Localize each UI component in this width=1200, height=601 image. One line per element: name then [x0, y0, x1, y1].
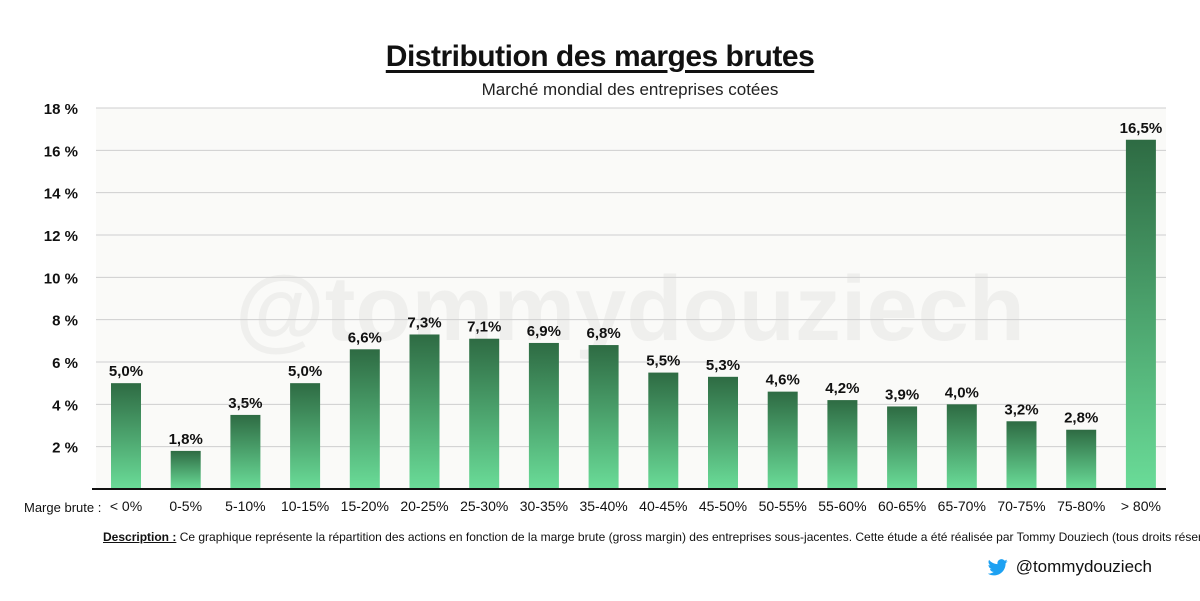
chart-title: Distribution des marges brutes: [385, 40, 815, 73]
x-axis-prefix: Marge brute :: [24, 500, 101, 515]
bar: [708, 376, 738, 489]
data-label: 3,2%: [1004, 401, 1038, 418]
bar: [827, 400, 858, 489]
y-tick-label: 18 %: [44, 101, 78, 118]
x-tick-label: 70-75%: [997, 498, 1045, 514]
data-label: 5,0%: [109, 363, 143, 380]
x-tick-label: 10-15%: [281, 498, 329, 514]
x-tick-label: 55-60%: [818, 498, 866, 514]
x-tick-label: 5-10%: [225, 498, 265, 514]
bar: [588, 345, 619, 489]
data-label: 3,9%: [885, 386, 919, 403]
x-tick-label: 60-65%: [878, 498, 926, 514]
bar: [409, 334, 440, 489]
bar: [946, 404, 977, 489]
bar: [648, 372, 679, 489]
data-label: 1,8%: [169, 431, 203, 448]
y-tick-label: 6 %: [52, 355, 78, 372]
bar: [1066, 429, 1097, 489]
x-tick-label: 15-20%: [341, 498, 389, 514]
data-label: 7,1%: [467, 319, 501, 336]
data-label: 2,8%: [1064, 410, 1098, 427]
description-text: Ce graphique représente la répartition d…: [179, 530, 1200, 544]
bar: [1006, 421, 1037, 489]
twitter-bird-icon: [987, 558, 1008, 575]
handle-text: @tommydouziech: [1015, 557, 1152, 576]
chart-subtitle: Marché mondial des entreprises cotées: [481, 80, 779, 99]
data-label: 7,3%: [407, 314, 441, 331]
data-label: 4,0%: [945, 384, 979, 401]
bar: [290, 383, 321, 489]
footer-handle[interactable]: @tommydouziech: [987, 557, 1152, 577]
data-label: 6,8%: [586, 325, 620, 342]
watermark: @tommydouziech: [235, 258, 1025, 360]
data-label: 6,9%: [527, 323, 561, 340]
x-tick-label: 40-45%: [639, 498, 687, 514]
bar: [887, 406, 918, 489]
x-tick-label: 35-40%: [579, 498, 627, 514]
y-tick-label: 16 %: [44, 143, 78, 160]
y-tick-label: 4 %: [52, 397, 78, 414]
bar: [1125, 139, 1156, 489]
y-tick-label: 10 %: [44, 270, 78, 287]
x-tick-label: 45-50%: [699, 498, 747, 514]
y-tick-label: 14 %: [44, 186, 78, 203]
x-tick-label: 65-70%: [938, 498, 986, 514]
bar: [349, 349, 380, 489]
bar: [528, 342, 559, 489]
data-label: 16,5%: [1120, 120, 1163, 137]
description-label: Description :: [103, 530, 177, 544]
data-label: 5,3%: [706, 357, 740, 374]
x-tick-label: 20-25%: [400, 498, 448, 514]
y-tick-label: 8 %: [52, 313, 78, 330]
data-label: 5,0%: [288, 363, 322, 380]
bar: [469, 338, 500, 489]
x-tick-label: > 80%: [1121, 498, 1161, 514]
bar: [170, 450, 201, 489]
data-label: 5,5%: [646, 353, 680, 370]
chart-description: Description : Ce graphique représente la…: [103, 530, 1200, 544]
x-tick-label: 0-5%: [169, 498, 202, 514]
x-tick-label: 75-80%: [1057, 498, 1105, 514]
x-tick-label: 50-55%: [759, 498, 807, 514]
x-tick-label: 30-35%: [520, 498, 568, 514]
x-tick-label: < 0%: [110, 498, 142, 514]
data-label: 6,6%: [348, 329, 382, 346]
x-tick-label: 25-30%: [460, 498, 508, 514]
data-label: 4,6%: [766, 372, 800, 389]
plot-background: [96, 108, 1166, 488]
bar: [767, 391, 798, 489]
y-tick-label: 2 %: [52, 440, 78, 457]
data-label: 4,2%: [825, 380, 859, 397]
bar: [111, 383, 141, 489]
y-tick-label: 12 %: [44, 228, 78, 245]
bar: [230, 414, 261, 489]
data-label: 3,5%: [228, 395, 262, 412]
